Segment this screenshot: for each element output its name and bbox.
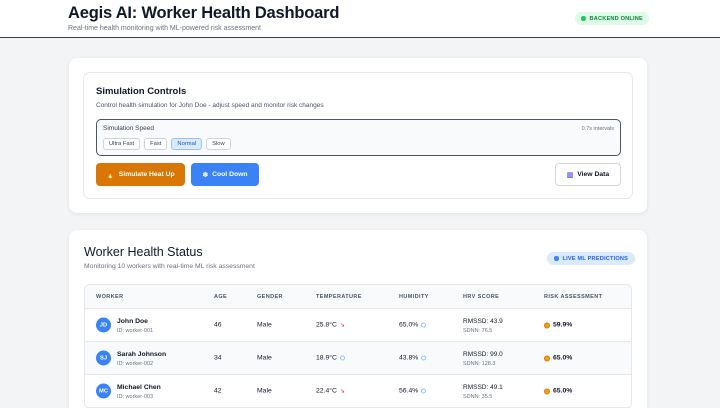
worker-id: ID: worker-001 [117,328,154,334]
worker-name: John Doe [117,318,148,325]
hrv-rmssd: RMSSD: 99.0 [463,351,503,358]
worker-gender: Male [257,354,272,362]
worker-age: 34 [214,354,222,362]
worker-status-title: Worker Health Status [84,245,203,259]
steady-icon [339,355,345,361]
temperature-value: 25.8°C [316,321,337,329]
risk-value: 65.0% [553,387,573,395]
worker-status-card: Worker Health Status Monitoring 10 worke… [69,230,647,408]
backend-status-badge: BACKEND ONLINE [575,12,649,25]
worker-risk: 65.0% [544,355,572,362]
column-header-hrv: HRV SCORE [463,294,500,300]
worker-humidity: 43.8% [399,354,427,362]
simulation-title: Simulation Controls [96,86,187,97]
simulation-panel: Simulation Controls Control health simul… [83,72,633,199]
speed-option-slow[interactable]: Slow [206,138,231,150]
column-header-gender: GENDER [257,294,283,300]
worker-id: ID: worker-002 [117,361,154,367]
table-header: WORKER AGE GENDER TEMPERATURE HUMIDITY H… [85,285,631,309]
column-header-worker: WORKER [96,294,124,300]
table-row[interactable]: MC Michael Chen ID: worker-003 42 Male 2… [85,375,631,408]
steady-icon [421,388,427,394]
avatar: MC [96,383,111,399]
worker-age: 42 [214,387,222,395]
simulation-subtitle: Control health simulation for John Doe -… [96,102,324,109]
hrv-sdnn: SDNN: 128.3 [463,361,496,367]
chart-icon: ▥ [566,171,574,179]
temperature-value: 18.9°C [316,354,337,362]
worker-temperature: 25.8°C ↘ [316,322,345,329]
simulation-card: Simulation Controls Control health simul… [69,58,647,213]
worker-status-subtitle: Monitoring 10 workers with real-time ML … [84,263,255,270]
column-header-risk: RISK ASSESSMENT [544,294,603,300]
steady-icon [421,322,427,328]
worker-temperature: 18.9°C [316,355,345,362]
app-header: Aegis AI: Worker Health Dashboard Real-t… [0,0,720,38]
simulate-heat-up-label: Simulate Heat Up [118,171,175,178]
fire-icon: 🔥 [106,171,115,179]
worker-humidity: 56.4% [399,387,427,395]
hrv-rmssd: RMSSD: 49.1 [463,384,503,391]
simulate-heat-up-button[interactable]: 🔥 Simulate Heat Up [96,163,185,186]
avatar: SJ [96,350,111,366]
worker-table: WORKER AGE GENDER TEMPERATURE HUMIDITY H… [84,284,632,408]
live-ml-label: LIVE ML PREDICTIONS [562,255,629,262]
speed-options: Ultra Fast Fast Normal Slow [103,138,231,150]
humidity-value: 65.0% [399,321,419,329]
humidity-value: 43.8% [399,354,419,362]
column-header-temperature: TEMPERATURE [316,294,362,300]
trend-down-icon: ↘ [339,322,345,329]
live-ml-badge: LIVE ML PREDICTIONS [547,252,636,265]
speed-option-ultra-fast[interactable]: Ultra Fast [103,138,141,150]
snowflake-icon: ❄ [202,171,209,179]
worker-risk: 65.0% [544,388,572,395]
table-row[interactable]: SJ Sarah Johnson ID: worker-002 34 Male … [85,342,631,375]
risk-indicator-icon [544,388,550,394]
risk-value: 59.9% [553,321,573,329]
worker-temperature: 22.4°C ↘ [316,388,345,395]
worker-risk: 59.9% [544,322,572,329]
hrv-sdnn: SDNN: 35.5 [463,394,493,400]
trend-down-icon: ↘ [339,388,345,395]
app-subtitle: Real-time health monitoring with ML-powe… [68,25,261,32]
backend-status-label: BACKEND ONLINE [589,15,643,22]
column-header-age: AGE [214,294,228,300]
temperature-value: 22.4°C [316,387,337,395]
column-header-humidity: HUMIDITY [399,294,429,300]
table-row[interactable]: JD John Doe ID: worker-001 46 Male 25.8°… [85,309,631,342]
speed-option-fast[interactable]: Fast [144,138,168,150]
hrv-sdnn: SDNN: 76.5 [463,328,493,334]
view-data-button[interactable]: ▥ View Data [555,163,621,186]
app-title: Aegis AI: Worker Health Dashboard [68,4,340,22]
worker-humidity: 65.0% [399,321,427,329]
cool-down-button[interactable]: ❄ Cool Down [191,163,259,186]
risk-indicator-icon [544,355,550,361]
simulation-speed-box: Simulation Speed 0.7s intervals Ultra Fa… [96,119,621,156]
risk-value: 65.0% [553,354,573,362]
view-data-label: View Data [577,171,610,178]
status-dot-icon [581,16,586,21]
worker-gender: Male [257,387,272,395]
worker-name: Sarah Johnson [117,351,167,358]
worker-gender: Male [257,321,272,329]
steady-icon [421,355,427,361]
simulation-speed-label: Simulation Speed [103,125,154,132]
hrv-rmssd: RMSSD: 43.9 [463,318,503,325]
speed-option-normal[interactable]: Normal [171,138,203,150]
live-dot-icon [554,256,559,261]
humidity-value: 56.4% [399,387,419,395]
worker-name: Michael Chen [117,384,161,391]
cool-down-label: Cool Down [212,171,248,178]
speed-interval-label: 0.7s intervals [581,126,614,132]
worker-age: 46 [214,321,222,329]
risk-indicator-icon [544,322,550,328]
worker-id: ID: worker-003 [117,394,154,400]
avatar: JD [96,317,111,333]
